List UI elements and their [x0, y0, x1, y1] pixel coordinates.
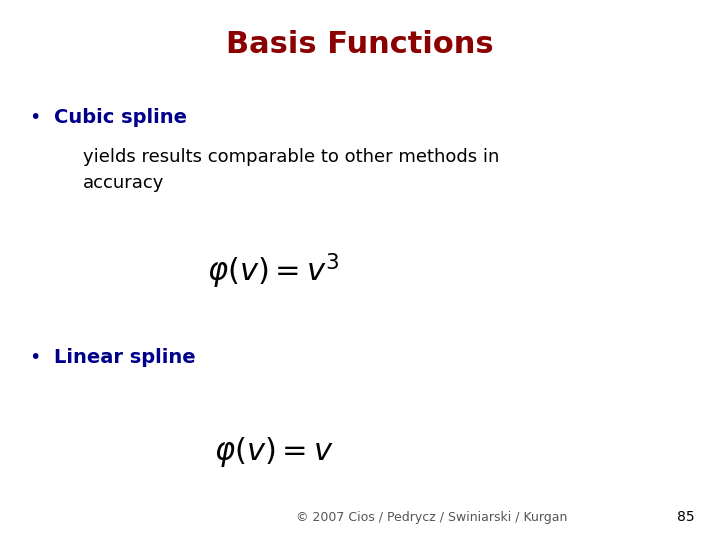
Text: Linear spline: Linear spline: [54, 348, 196, 367]
Text: 85: 85: [678, 510, 695, 524]
Text: Cubic spline: Cubic spline: [54, 108, 187, 127]
Text: $\varphi(v)=v^3$: $\varphi(v)=v^3$: [207, 251, 340, 291]
Text: •: •: [29, 348, 40, 367]
Text: •: •: [29, 108, 40, 127]
Text: $\varphi(v)=v$: $\varphi(v)=v$: [214, 435, 333, 469]
Text: yields results comparable to other methods in
accuracy: yields results comparable to other metho…: [83, 148, 499, 192]
Text: Basis Functions: Basis Functions: [226, 30, 494, 59]
Text: © 2007 Cios / Pedrycz / Swiniarski / Kurgan: © 2007 Cios / Pedrycz / Swiniarski / Kur…: [297, 511, 567, 524]
